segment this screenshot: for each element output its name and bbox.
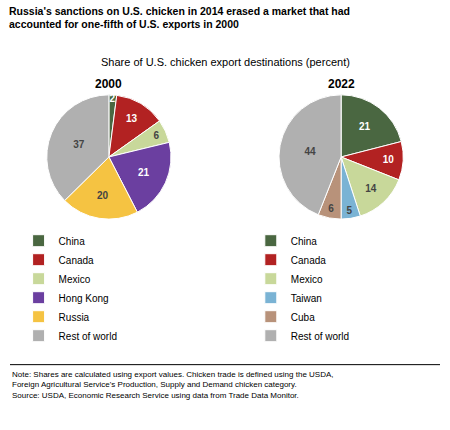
svg-text:21: 21 — [359, 121, 371, 132]
svg-text:21: 21 — [138, 167, 150, 178]
svg-text:Canada: Canada — [291, 255, 326, 266]
svg-text:5: 5 — [347, 205, 353, 216]
svg-text:Rest of world: Rest of world — [291, 331, 349, 342]
svg-text:China: China — [59, 236, 86, 247]
svg-text:44: 44 — [305, 146, 317, 157]
svg-text:Russia's sanctions on U.S. chi: Russia's sanctions on U.S. chicken in 20… — [9, 5, 350, 31]
svg-text:Cuba: Cuba — [291, 312, 315, 323]
svg-text:Taiwan: Taiwan — [291, 293, 322, 304]
svg-text:Share of U.S. chicken export d: Share of U.S. chicken export destination… — [101, 56, 350, 68]
svg-text:20: 20 — [97, 190, 109, 201]
svg-text:6: 6 — [153, 130, 159, 141]
svg-text:China: China — [291, 236, 318, 247]
svg-text:14: 14 — [365, 183, 377, 194]
svg-text:6: 6 — [328, 203, 334, 214]
svg-text:13: 13 — [126, 113, 138, 124]
svg-text:Canada: Canada — [59, 255, 94, 266]
svg-text:Mexico: Mexico — [59, 274, 91, 285]
svg-text:37: 37 — [73, 139, 85, 150]
svg-text:Note: Shares are calculated us: Note: Shares are calculated using export… — [12, 370, 334, 400]
svg-text:Rest of world: Rest of world — [59, 331, 117, 342]
svg-text:Russia: Russia — [59, 312, 90, 323]
svg-text:10: 10 — [383, 154, 395, 165]
svg-text:2000: 2000 — [95, 77, 122, 91]
svg-text:Hong Kong: Hong Kong — [59, 293, 109, 304]
svg-text:Mexico: Mexico — [291, 274, 323, 285]
svg-text:2022: 2022 — [328, 77, 355, 91]
svg-text:2: 2 — [110, 93, 116, 104]
